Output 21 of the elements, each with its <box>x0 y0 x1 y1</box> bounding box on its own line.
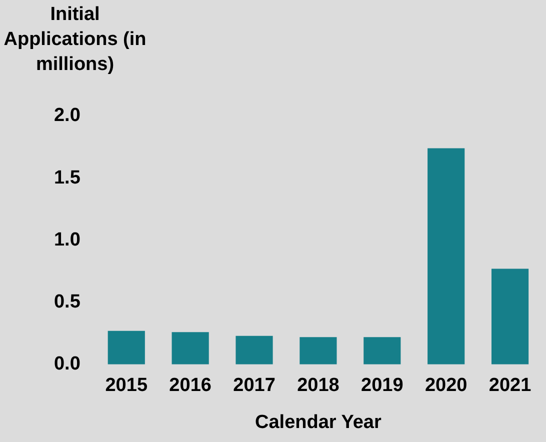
x-tick-label: 2015 <box>105 375 148 396</box>
bar <box>364 337 401 364</box>
x-tick-label: 2018 <box>297 375 340 396</box>
y-tick-label: 1.0 <box>54 229 80 250</box>
bar <box>491 268 529 364</box>
bar <box>108 330 145 364</box>
y-tick-label: 0.5 <box>54 292 81 313</box>
x-tick-label: 2016 <box>169 375 212 396</box>
bar <box>428 148 465 364</box>
bar <box>236 336 273 364</box>
y-tick-label: 0.0 <box>54 354 80 375</box>
y-axis-title: Initial Applications (in millions) <box>2 3 148 77</box>
y-tick-label: 2.0 <box>54 105 80 126</box>
bar <box>172 332 209 364</box>
x-tick-label: 2020 <box>424 375 468 396</box>
bar <box>300 337 337 364</box>
x-tick-label: 2017 <box>233 375 276 396</box>
x-axis-title: Calendar Year <box>255 412 382 433</box>
x-tick-label: 2021 <box>488 375 532 396</box>
y-tick-label: 1.5 <box>54 167 81 188</box>
x-tick-label: 2019 <box>361 375 404 396</box>
